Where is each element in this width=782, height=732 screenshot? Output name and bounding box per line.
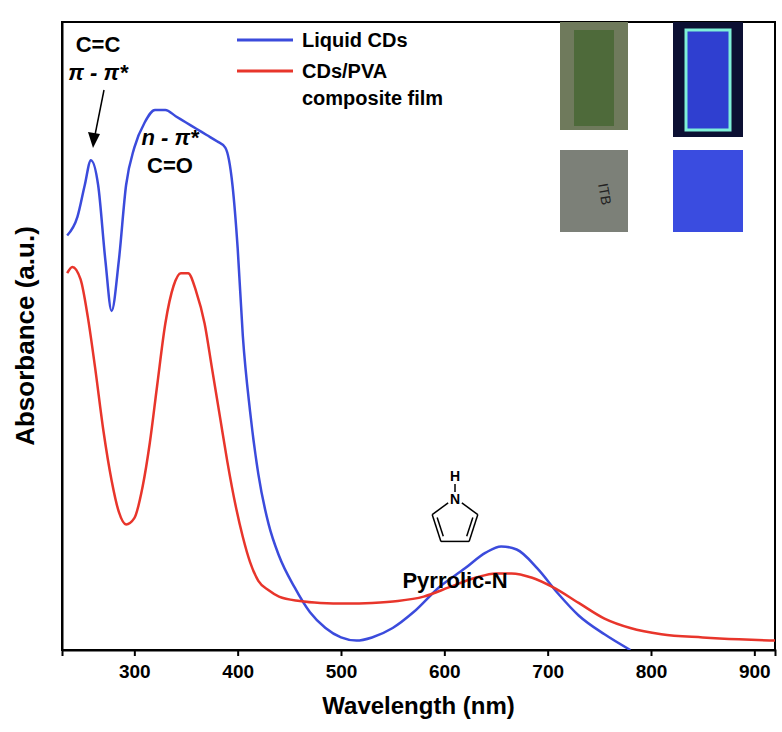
plot-frame (62, 22, 775, 650)
photo-film-uv (673, 150, 743, 232)
x-tick-mark (651, 650, 653, 656)
x-tick: 400 (222, 650, 254, 682)
double-bond (437, 517, 443, 536)
x-axis-title: Wavelength (nm) (322, 692, 514, 719)
annotation: C=O (147, 153, 193, 178)
x-tick-label: 800 (636, 661, 668, 682)
pyrrole-structure: NH (432, 468, 478, 541)
photo-cuvette-uv (673, 22, 743, 137)
x-axis: 300 400 500 600 700 800 900 (63, 650, 776, 682)
legend: Liquid CDs CDs/PVAcomposite film (237, 29, 443, 109)
x-tick-label: 700 (532, 661, 564, 682)
atom-label: H (450, 468, 460, 484)
atom-label: N (450, 491, 460, 507)
bond (432, 503, 448, 515)
annotation: Pyrrolic-N (402, 568, 507, 593)
y-axis-line (62, 23, 64, 651)
photo-film-daylight (560, 150, 628, 232)
x-tick-mark (341, 650, 343, 656)
x-tick: 500 (326, 650, 358, 682)
series-line (67, 110, 630, 650)
photo-glow (686, 30, 730, 130)
annotations: C=C π - π* n - π* C=O Pyrrolic-N NH (68, 32, 507, 593)
legend-swatch (237, 39, 293, 42)
annotation: π - π* (68, 60, 129, 85)
bond (462, 503, 478, 515)
annotation-arrow (94, 90, 104, 140)
x-tick-mark (754, 650, 756, 656)
x-tick-label: 400 (222, 661, 254, 682)
legend-label: Liquid CDs (302, 29, 408, 51)
inset-photos: ITB (560, 22, 743, 232)
legend-label: CDs/PVAcomposite film (302, 60, 443, 109)
photo-liquid (574, 30, 614, 126)
annotation: n - π* (141, 125, 200, 150)
annotation: C=C (76, 32, 121, 57)
x-tick-mark (237, 650, 239, 656)
photo-cuvette-daylight (560, 22, 628, 130)
y-axis (62, 23, 63, 651)
x-tick: 300 (119, 650, 151, 682)
legend-swatch (237, 70, 293, 73)
x-tick-label: 300 (119, 661, 151, 682)
bond (432, 515, 441, 542)
double-bond (467, 517, 473, 536)
x-tick-mark (134, 650, 136, 656)
x-tick-mark (444, 650, 446, 656)
x-tick-mark (547, 650, 549, 656)
annotation-arrowhead (88, 132, 100, 148)
y-axis-title: Absorbance (a.u.) (10, 226, 40, 446)
x-tick-label: 500 (326, 661, 358, 682)
x-tick: 600 (429, 650, 461, 682)
x-tick: 700 (532, 650, 564, 682)
chart: 300 400 500 600 700 800 900 Wavelength (nm) Abso… (0, 0, 782, 732)
series-line (67, 267, 775, 641)
x-tick-label: 900 (739, 661, 771, 682)
bond (454, 484, 456, 492)
x-tick-label: 600 (429, 661, 461, 682)
x-tick: 900 (739, 650, 771, 682)
photo-text: ITB (595, 182, 615, 206)
lines (67, 110, 775, 650)
bond (469, 515, 478, 542)
bond (441, 541, 469, 543)
x-axis-line (63, 651, 776, 657)
x-tick: 800 (636, 650, 668, 682)
